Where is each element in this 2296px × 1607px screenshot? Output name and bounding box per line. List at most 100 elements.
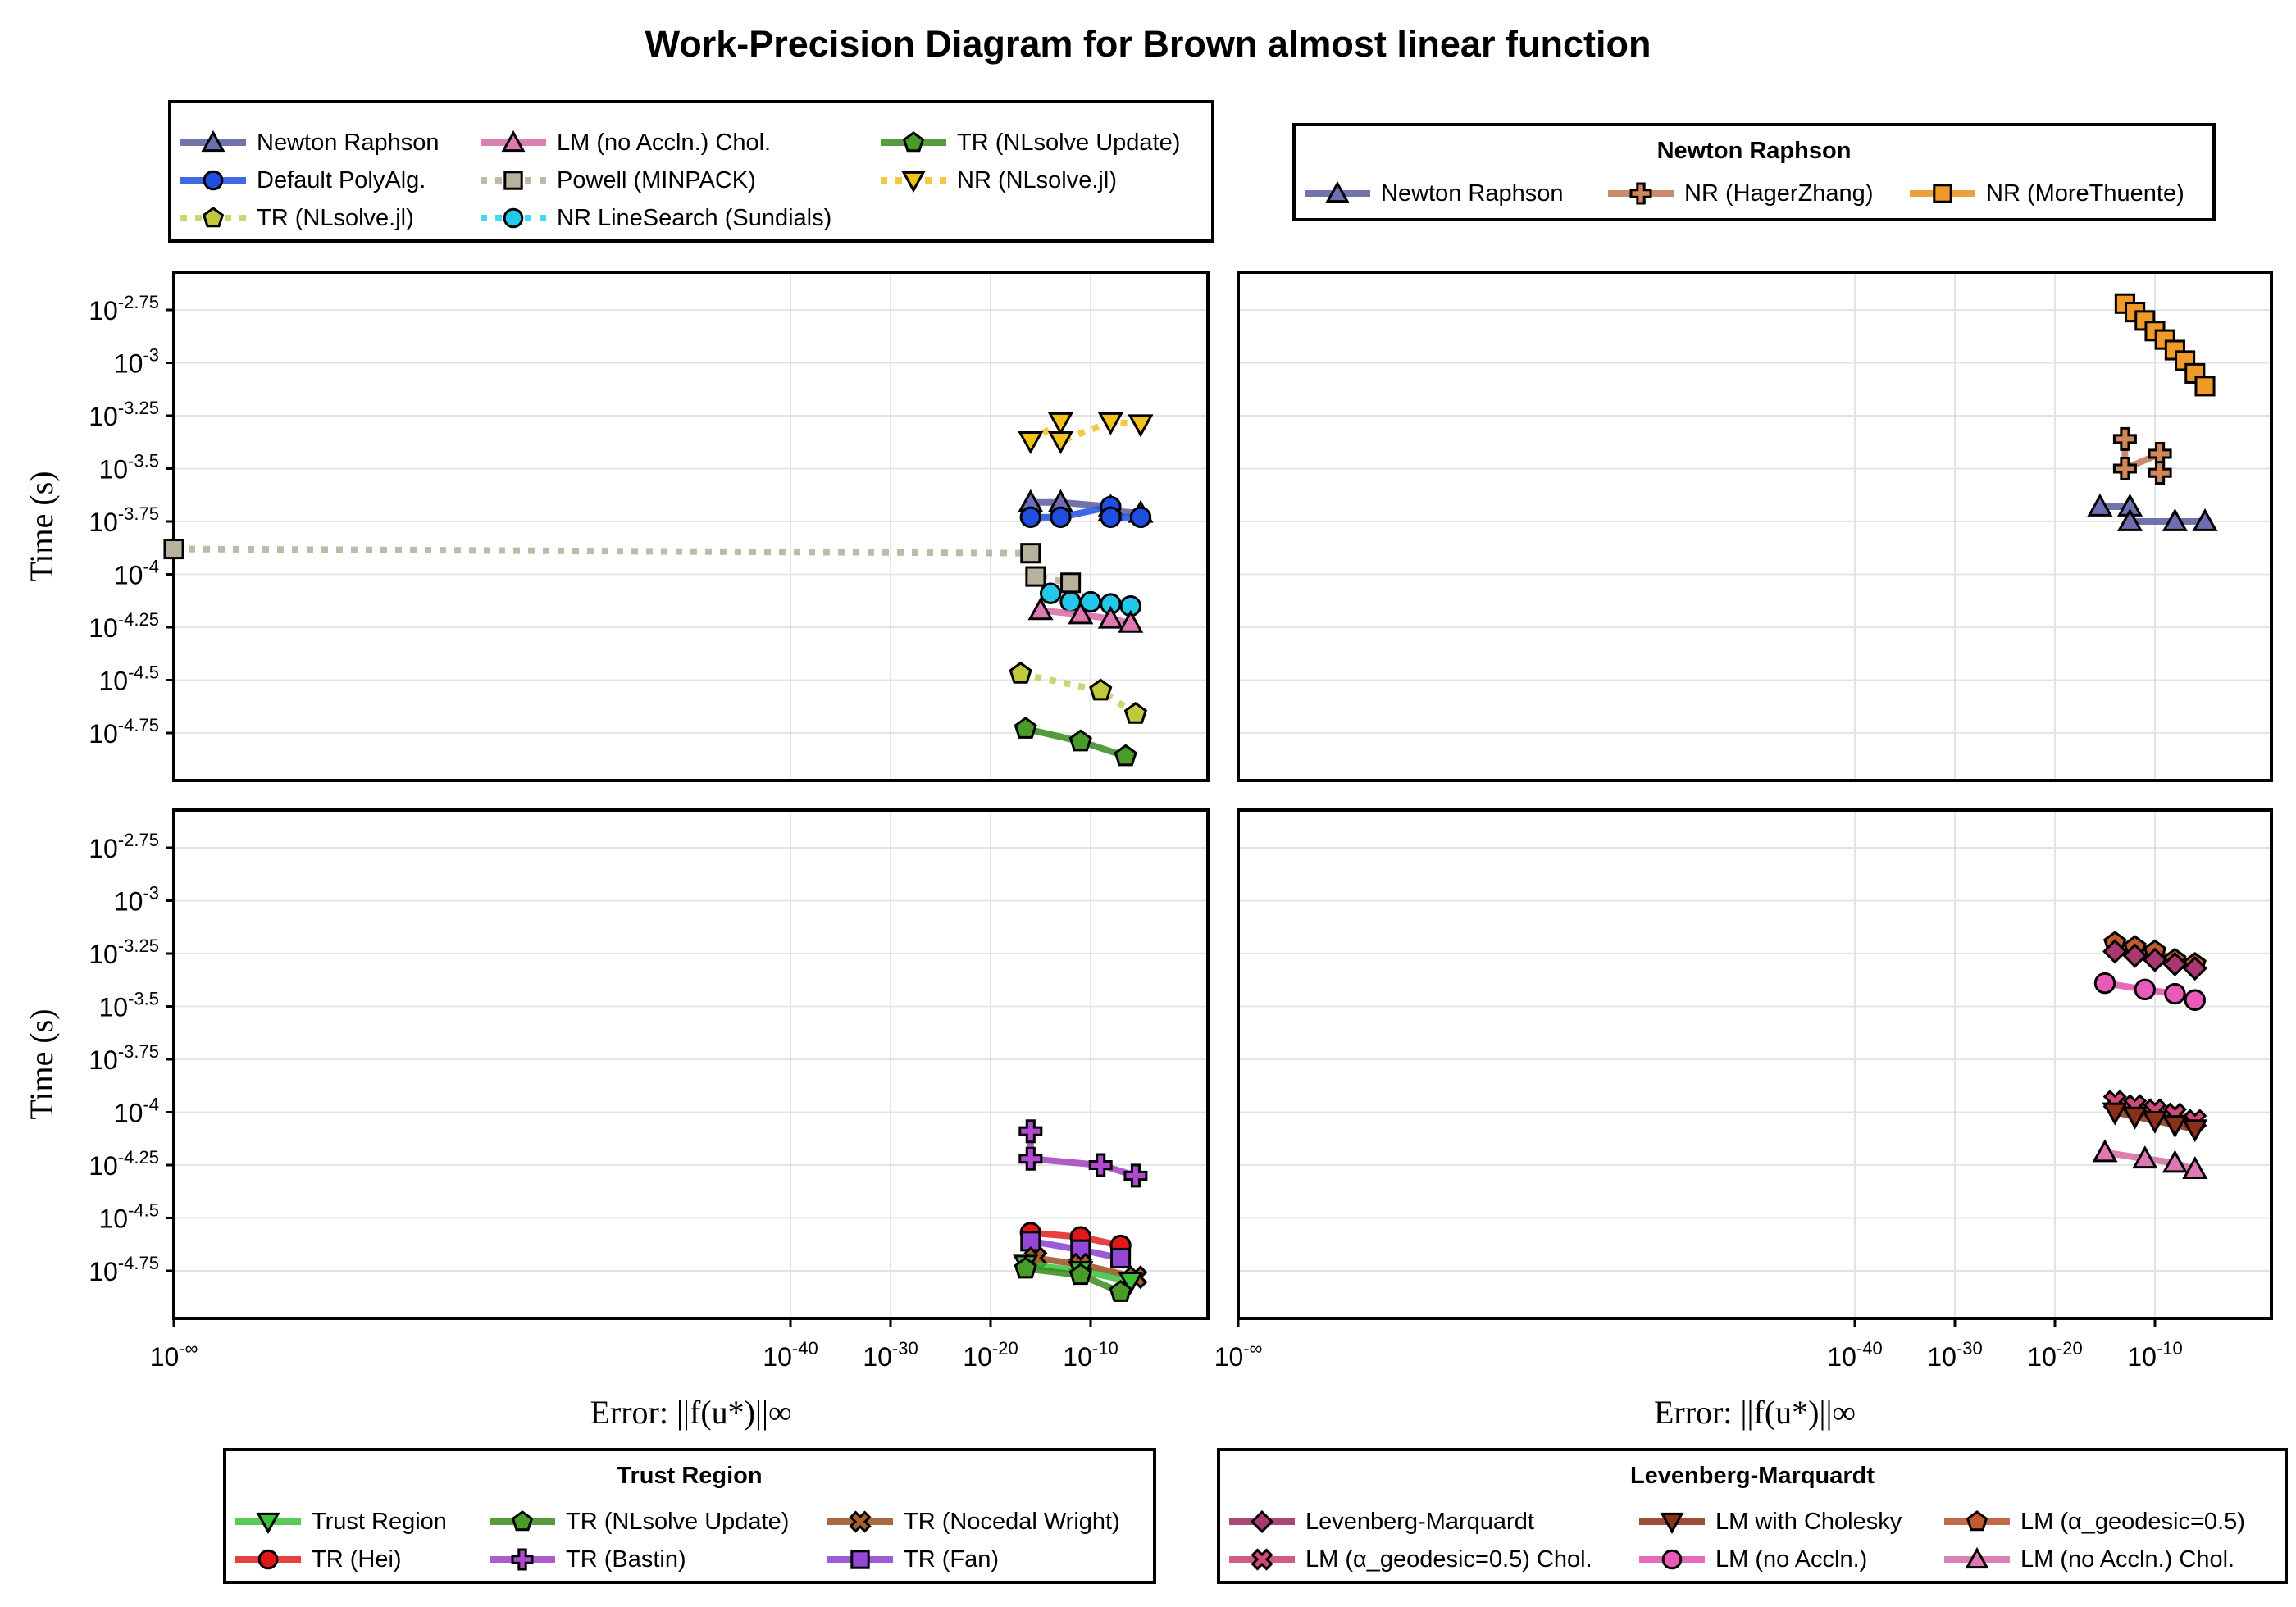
x-tick-label: 10-10 <box>2127 1338 2182 1372</box>
y-tick-label: 10-3 <box>114 883 159 917</box>
marker-cross <box>1018 1146 1043 1171</box>
y-tick-label: 10-4 <box>114 1095 159 1128</box>
marker-pentagon <box>511 1510 534 1532</box>
marker-triangle-up <box>2162 508 2188 531</box>
marker-diamond <box>2102 939 2128 964</box>
legend-entry: LM (no Accln.) Chol. <box>478 126 771 159</box>
legend-swatch <box>1229 1548 1295 1571</box>
marker-square <box>850 1550 870 1569</box>
marker-square <box>163 538 184 560</box>
marker-triangle-up <box>201 130 226 153</box>
marker-triangle-up <box>1118 609 1144 633</box>
legend-swatch <box>827 1550 893 1569</box>
marker-diamond <box>2122 943 2148 968</box>
marker-pentagon <box>902 131 925 153</box>
marker-diamond <box>2142 947 2168 972</box>
marker-triangle-up <box>1068 601 1094 625</box>
legend-bottom-right: Levenberg-Marquardt Levenberg-Marquardt L… <box>1217 1448 2288 1584</box>
legend-entry: TR (NLsolve Update) <box>487 1505 789 1538</box>
y-tick-label: 10-4.25 <box>89 1147 159 1181</box>
legend-label: NR LineSearch (Sundials) <box>557 204 832 231</box>
chart-title: Work-Precision Diagram for Brown almost … <box>645 23 1651 65</box>
legend-swatch <box>827 1510 893 1533</box>
y-tick-label: 10-3.75 <box>89 503 159 537</box>
marker-square <box>1020 543 1041 564</box>
legend-entry: Newton Raphson <box>1302 177 1563 210</box>
panel-top-left: 10-2.75 10-3 10-3.25 10-3.5 10-3.75 10-4 10-4.… <box>23 271 1210 782</box>
legend-swatch <box>490 1548 555 1571</box>
marker-pentagon <box>1014 1256 1037 1279</box>
marker-triangle-up <box>2092 1139 2118 1163</box>
marker-square <box>1060 572 1082 594</box>
panel-frame <box>172 271 1210 782</box>
marker-x <box>1250 1548 1273 1571</box>
marker-circle <box>1100 506 1122 529</box>
marker-circle <box>2184 989 2207 1011</box>
y-tick-label: 10-3.25 <box>89 398 159 431</box>
legend-entry: Newton Raphson <box>178 126 439 159</box>
grid-lines <box>1237 810 2271 1318</box>
marker-cross <box>511 1548 534 1571</box>
marker-pentagon <box>1068 1263 1092 1286</box>
legend-label: NR (NLsolve.jl) <box>957 166 1117 193</box>
marker-pentagon <box>1123 701 1148 724</box>
legend-label: TR (Bastin) <box>566 1546 686 1573</box>
x-tick-label: 10-∞ <box>1214 1338 1263 1372</box>
marker-diamond <box>2162 951 2188 977</box>
legend-swatch <box>1910 184 1975 203</box>
x-axis-label: Error: ||f(u*)||∞ <box>1654 1394 1856 1431</box>
legend-swatch <box>1229 1509 1295 1534</box>
marker-triangle-down <box>1018 431 1044 455</box>
marker-pentagon <box>1109 1279 1132 1302</box>
x-tick-label: 10-20 <box>963 1338 1018 1372</box>
legend-swatch <box>881 171 946 193</box>
legend-title: Trust Region <box>617 1463 763 1489</box>
y-tick-label: 10-3.5 <box>98 451 159 485</box>
legend-label: LM (no Accln.) <box>1715 1546 1868 1573</box>
y-tick-label: 10-3 <box>114 345 159 379</box>
marker-circle <box>2093 972 2116 995</box>
marker-cross <box>2112 426 2137 451</box>
legend-label: LM (α_geodesic=0.5) <box>2020 1508 2245 1535</box>
legend-label: Powell (MINPACK) <box>557 166 756 193</box>
marker-circle <box>1129 506 1152 529</box>
legend-label: TR (NLsolve Update) <box>566 1508 790 1535</box>
legend-title: Levenberg-Marquardt <box>1629 1463 1875 1489</box>
marker-square <box>1110 1247 1132 1269</box>
legend-swatch <box>881 131 946 153</box>
legend-label: LM (no Accln.) Chol. <box>2020 1546 2235 1573</box>
legend-swatch <box>1944 1546 2010 1569</box>
marker-triangle-up <box>1965 1546 1989 1569</box>
x-tick-label: 10-40 <box>1827 1338 1882 1372</box>
marker-cross <box>1088 1153 1113 1177</box>
legend-swatch <box>1639 1549 1705 1570</box>
y-tick-label: 10-4 <box>114 557 159 590</box>
y-tick-label: 10-4.75 <box>89 715 159 749</box>
marker-square <box>1025 566 1046 587</box>
marker-pentagon <box>1089 678 1113 701</box>
marker-triangle-up <box>2132 1145 2158 1169</box>
legend-entry: LM (α_geodesic=0.5) <box>1942 1505 2245 1538</box>
marker-triangle-up <box>2192 508 2218 531</box>
series-line-powell <box>173 545 1072 586</box>
series-line-nrnls <box>1028 418 1141 444</box>
marker-circle <box>2164 982 2186 1005</box>
marker-pentagon <box>1009 661 1032 684</box>
y-tick-label: 10-2.75 <box>89 292 159 325</box>
legend-swatch <box>180 170 246 191</box>
legend-entry: Trust Region <box>233 1505 447 1538</box>
marker-triangle-down <box>2102 1102 2128 1126</box>
series-group <box>163 412 1154 767</box>
marker-cross <box>2112 457 2137 480</box>
marker-triangle-down <box>901 171 926 193</box>
legend-label: TR (NLsolve.jl) <box>257 204 414 231</box>
legend-top-left: Newton Raphson LM (no Accln.) Chol. TR (NL… <box>168 100 1214 243</box>
legend-entry: TR (NLsolve Update) <box>878 126 1180 159</box>
marker-circle <box>503 207 524 229</box>
panel-frame <box>172 808 1210 1320</box>
marker-triangle-down <box>2182 1119 2208 1143</box>
marker-triangle-down <box>2122 1106 2148 1130</box>
series-group <box>1013 1119 1148 1302</box>
marker-triangle-up <box>1097 605 1123 629</box>
